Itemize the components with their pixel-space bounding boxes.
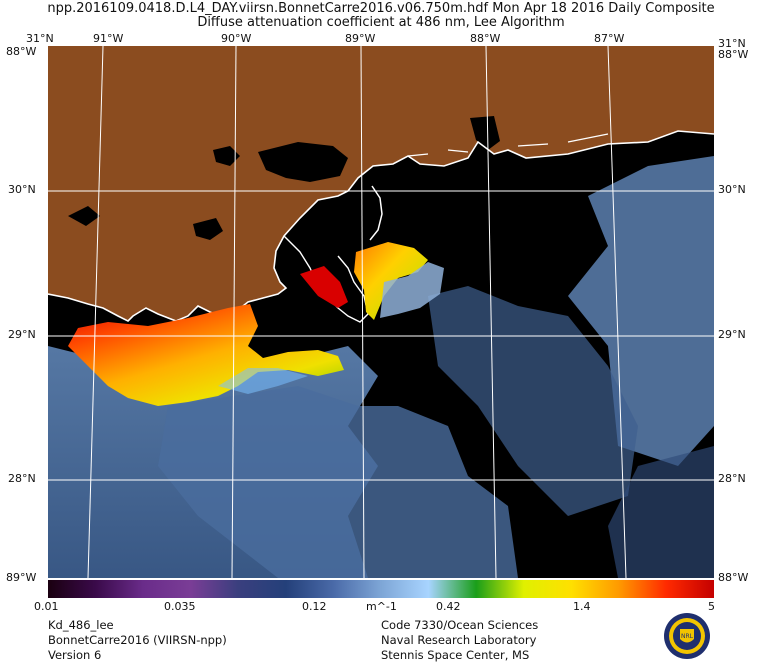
colorbar-label-0-01: 0.01	[34, 600, 59, 613]
corner-lon-label-bottom-right: 88°W	[718, 571, 749, 584]
plume-delta-red	[300, 266, 348, 308]
org-name: Naval Research Laboratory	[381, 633, 537, 647]
colorbar-label-5: 5	[708, 600, 715, 613]
corner-lon-label-left-top: 88°W	[6, 45, 37, 58]
region-sensor: BonnetCarre2016 (VIIRSN-npp)	[48, 633, 227, 647]
lake-maurepas	[213, 146, 240, 166]
lat-label-right-28n: 28°N	[718, 472, 746, 485]
lake-small-1	[193, 218, 223, 240]
barrier-islands	[407, 133, 609, 157]
image-subtitle: Diffuse attenuation coefficient at 486 n…	[197, 15, 565, 30]
lat-label-right-30n: 30°N	[718, 183, 746, 196]
lon-label-87w: 87°W	[594, 32, 625, 45]
svg-text:NRL: NRL	[681, 633, 694, 640]
colorbar-label-0-035: 0.035	[164, 600, 196, 613]
corner-lat-label-top-right: 31°N	[718, 37, 746, 50]
colorbar	[48, 580, 714, 598]
graticule	[48, 46, 714, 578]
lat-label-right-29n: 29°N	[718, 328, 746, 341]
corner-lon-label-right-top: 88°W	[718, 48, 749, 61]
ocean-central	[158, 386, 518, 578]
lat-label-left-29n: 29°N	[8, 328, 36, 341]
plume-west	[68, 304, 344, 406]
colorbar-label-0-42: 0.42	[436, 600, 461, 613]
ocean-south-east	[608, 446, 714, 578]
mobile-bay	[470, 116, 500, 150]
plume-east-blue	[380, 262, 444, 318]
chandeleur-islands	[369, 185, 383, 241]
ocean-east	[568, 156, 714, 466]
version-label: Version 6	[48, 648, 102, 662]
corner-lon-label-bottom-left: 89°W	[6, 571, 37, 584]
kd486-map	[48, 46, 714, 578]
image-title: npp.2016109.0418.D.L4_DAY.viirsn.BonnetC…	[47, 1, 715, 16]
lon-label-89w: 89°W	[345, 32, 376, 45]
product-name: Kd_486_lee	[48, 618, 114, 632]
ocean-mid-east	[428, 286, 638, 516]
colorbar-label-1-4: 1.4	[573, 600, 591, 613]
plume-west-edge	[218, 368, 308, 394]
coastline	[48, 130, 714, 322]
land-area	[48, 46, 714, 321]
colorbar-unit-label: m^-1	[366, 600, 397, 613]
lon-label-90w: 90°W	[221, 32, 252, 45]
corner-lat-label-top-left: 31°N	[26, 32, 54, 45]
lake-small-2	[68, 206, 100, 226]
colorbar-label-0-12: 0.12	[302, 600, 327, 613]
lat-label-left-28n: 28°N	[8, 472, 36, 485]
lat-label-left-30n: 30°N	[8, 183, 36, 196]
org-code: Code 7330/Ocean Sciences	[381, 618, 539, 632]
lon-label-88w: 88°W	[470, 32, 501, 45]
delta-coastline	[283, 235, 369, 323]
org-location: Stennis Space Center, MS	[381, 648, 530, 662]
lake-pontchartrain	[258, 142, 348, 182]
nrl-seal-icon: NRL	[664, 613, 710, 659]
lon-label-91w: 91°W	[93, 32, 124, 45]
